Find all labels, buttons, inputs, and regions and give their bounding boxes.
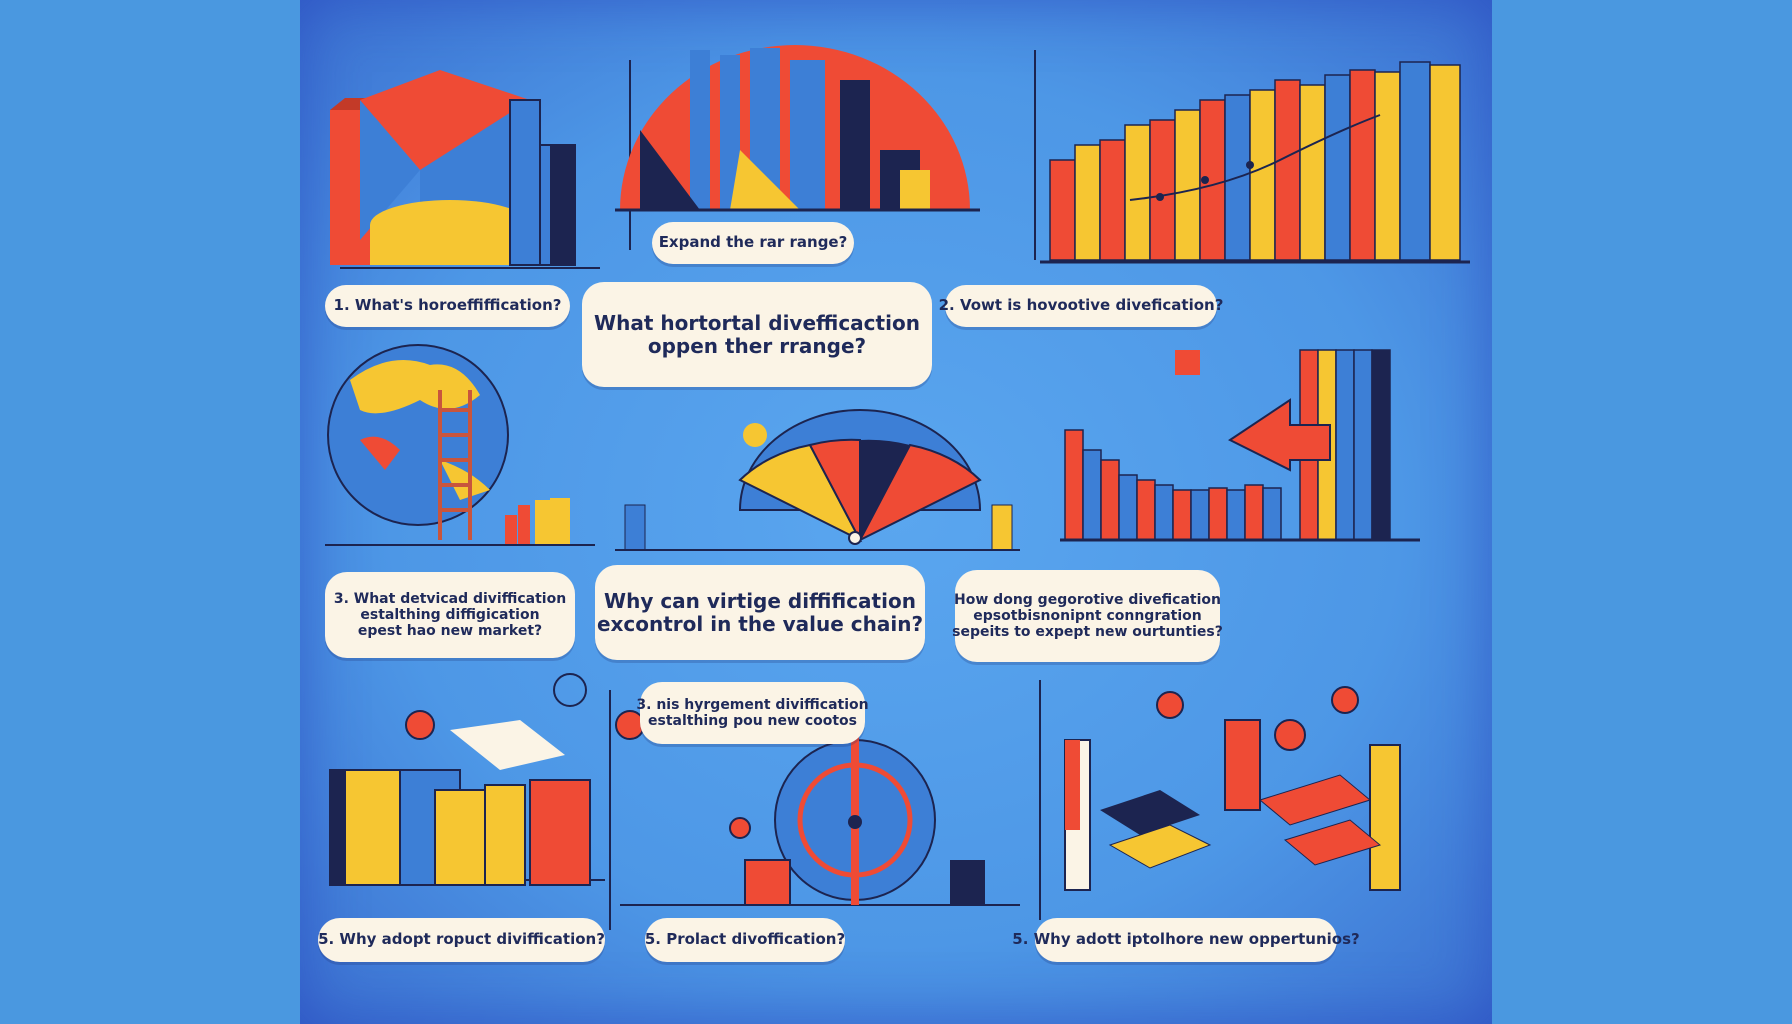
label-q3: 3. What detvicad diviffication estalthin… <box>325 572 575 658</box>
label-q3-line1: 3. What detvicad diviffication <box>333 590 567 607</box>
label-q3-line3: epest hao new market? <box>357 623 543 640</box>
label-q4-line3: sepeits to expept new ourtunties? <box>952 624 1223 641</box>
bottom-center-target-illustration <box>729 720 985 906</box>
label-top-center-text: Expand the rar range? <box>658 233 848 252</box>
label-q5-center-text: 5. Prolact divoffication? <box>644 930 846 949</box>
label-center-low: 3. nis hyrgement diviffication estalthin… <box>636 682 869 744</box>
label-q5-left: 5. Why adopt ropuct diviffication? <box>318 918 605 962</box>
label-q4: How dong gegorotive divefication epsotbi… <box>952 570 1223 662</box>
label-q5-right: 5. Why adott iptolhore new oppertunios? <box>1012 918 1360 962</box>
middle-right-bars-illustration <box>1060 349 1420 542</box>
top-right-rising-bars-illustration <box>1040 61 1470 264</box>
block-stack <box>329 769 591 886</box>
label-q5-center: 5. Prolact divoffication? <box>645 918 845 962</box>
label-center-low-line2: estalthing pou new cootos <box>647 713 857 729</box>
label-center-mid-line1: Why can virtige diffification <box>604 588 916 613</box>
label-center-main: What hortortal divefficaction oppen ther… <box>582 282 932 387</box>
label-q4-line1: How dong gegorotive divefication <box>954 591 1221 608</box>
label-q1: 1. What's horoeffiffication? <box>325 285 570 327</box>
label-center-main-line1: What hortortal divefficaction <box>594 310 920 335</box>
top-center-dome-illustration <box>615 45 980 212</box>
label-center-low-line1: 3. nis hyrgement diviffication <box>636 696 869 713</box>
rising-bars <box>1049 61 1461 261</box>
label-center-main-line2: oppen ther rrange? <box>647 333 867 358</box>
label-q5-left-text: 5. Why adopt ropuct diviffication? <box>318 930 605 949</box>
middle-center-gauge-illustration <box>615 409 1020 551</box>
label-q2: 2. Vowt is hovootive divefication? <box>939 285 1223 327</box>
infographic-artwork <box>325 45 1470 930</box>
label-q4-line2: epsotbisnonipnt conngration <box>973 607 1202 624</box>
ladder <box>438 390 472 540</box>
label-q2-text: 2. Vowt is hovootive divefication? <box>938 296 1224 315</box>
label-q5-right-text: 5. Why adott iptolhore new oppertunios? <box>1012 930 1360 949</box>
label-q3-line2: estalthing diffigication <box>360 606 540 623</box>
bottom-right-isometric-illustration <box>1064 686 1401 891</box>
label-center-mid: Why can virtige diffification excontrol … <box>595 565 925 660</box>
middle-left-globe-illustration <box>325 344 595 546</box>
infographic-poster: Expand the rar range? 1. What's horoeffi… <box>300 0 1492 1024</box>
middle-right-bars <box>1064 349 1391 541</box>
bottom-left-blocks-illustration <box>329 673 645 886</box>
label-top-center: Expand the rar range? <box>652 222 854 264</box>
label-center-mid-line2: excontrol in the value chain? <box>596 611 924 636</box>
top-left-bar-pie-illustration <box>330 70 576 266</box>
label-q1-text: 1. What's horoeffiffication? <box>333 296 562 315</box>
